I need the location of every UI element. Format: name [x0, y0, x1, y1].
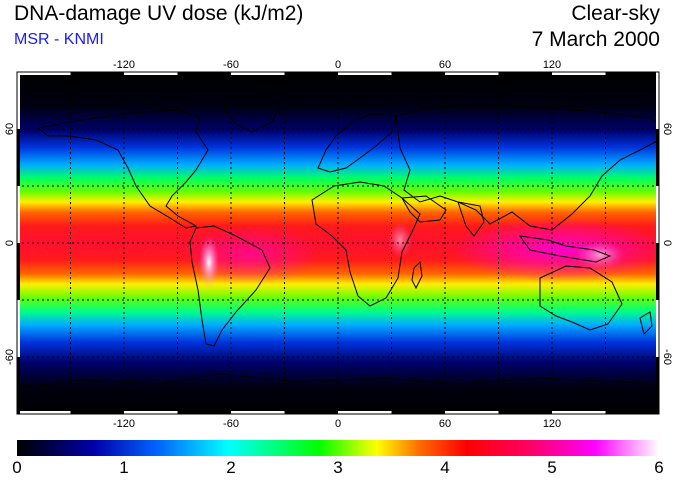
lon-label-bottom-3: 60	[439, 418, 451, 430]
coastline-europe	[317, 113, 397, 173]
coastline-new-zealand	[639, 311, 653, 335]
frame-tick-right	[656, 243, 659, 300]
frame-tick-top	[177, 72, 231, 75]
frame-tick-right	[656, 186, 659, 243]
coastline-indonesia	[518, 235, 612, 263]
frame-tick-top	[605, 72, 659, 75]
lon-label-top-2: 0	[335, 59, 341, 71]
frame-tick-bottom	[70, 411, 124, 414]
frame-tick-bottom	[552, 411, 606, 414]
colorbar-tick-label: 4	[440, 458, 450, 477]
frame-tick-left	[17, 243, 20, 300]
frame-tick-bottom	[177, 411, 231, 414]
coastline-africa	[311, 181, 421, 307]
frame-tick-right	[656, 129, 659, 186]
frame-tick-left	[17, 186, 20, 243]
frame-tick-left	[17, 300, 20, 357]
frame-tick-left	[17, 72, 20, 129]
coastline-arabia	[401, 195, 447, 223]
map-title: DNA-damage UV dose (kJ/m2)	[14, 2, 304, 25]
frame-tick-right	[656, 300, 659, 357]
lat-label-right-1: 0	[661, 240, 673, 246]
coastline-antarctica	[17, 373, 659, 389]
frame-tick-bottom	[498, 411, 552, 414]
sky-condition-label: Clear-sky	[571, 2, 660, 25]
frame-tick-top	[338, 72, 392, 75]
graticule	[17, 72, 659, 414]
frame-ticks	[17, 72, 659, 414]
frame-tick-left	[17, 129, 20, 186]
lat-label-left-2: -60	[4, 349, 16, 365]
colorbar-tick-label: 1	[119, 458, 129, 477]
frame-tick-top	[17, 72, 71, 75]
colorbar-tick-label: 3	[333, 458, 343, 477]
lon-label-top-3: 60	[439, 59, 451, 71]
axis-labels: -120 -120 -60 -60 0 0 60 60 120 120 60 60 0 0 -60 -60	[4, 59, 673, 430]
colorbar-tick-label: 5	[547, 458, 557, 477]
frame-tick-right	[656, 72, 659, 129]
coastline-south-america	[189, 225, 271, 347]
frame-tick-top	[70, 72, 124, 75]
coastline-asia	[395, 103, 659, 231]
coastline-australia	[539, 265, 623, 331]
frame-tick-top	[124, 72, 178, 75]
colorbar-tick-label: 2	[226, 458, 236, 477]
frame-tick-bottom	[231, 411, 285, 414]
frame-tick-top	[231, 72, 285, 75]
coastline-north-america	[36, 109, 209, 229]
frame-tick-top	[445, 72, 499, 75]
frame-tick-bottom	[391, 411, 445, 414]
lon-label-top-4: 120	[543, 59, 561, 71]
frame-tick-top	[498, 72, 552, 75]
frame-tick-top	[391, 72, 445, 75]
lat-label-left-1: 0	[4, 240, 16, 246]
frame-tick-top	[284, 72, 338, 75]
frame-tick-bottom	[338, 411, 392, 414]
lon-label-bottom-4: 120	[543, 418, 561, 430]
lat-label-right-0: 60	[661, 123, 673, 135]
lon-label-bottom-1: -60	[223, 418, 239, 430]
colorbar-tick-label: 6	[654, 458, 664, 477]
coastline-madagascar	[411, 260, 423, 290]
uv-field-highlights	[180, 218, 659, 288]
frame-tick-right	[656, 357, 659, 414]
colorbar-tick-label: 0	[12, 458, 22, 477]
map-frame	[16, 71, 660, 415]
lon-label-bottom-2: 0	[335, 418, 341, 430]
frame-tick-bottom	[124, 411, 178, 414]
lon-label-top-1: -60	[223, 59, 239, 71]
lon-label-top-0: -120	[113, 59, 135, 71]
lat-label-right-2: -60	[661, 349, 673, 365]
frame-tick-left	[17, 357, 20, 414]
frame-tick-top	[552, 72, 606, 75]
lat-label-left-0: 60	[4, 123, 16, 135]
coastline-greenland	[223, 93, 281, 133]
date-label: 7 March 2000	[531, 28, 660, 51]
frame-tick-bottom	[17, 411, 71, 414]
frame-tick-bottom	[445, 411, 499, 414]
lon-label-bottom-0: -120	[113, 418, 135, 430]
coastlines	[17, 93, 659, 389]
frame-tick-bottom	[284, 411, 338, 414]
source-label: MSR - KNMI	[14, 31, 104, 48]
coastline-india	[457, 201, 485, 237]
colorbar	[17, 440, 659, 456]
frame-tick-bottom	[605, 411, 659, 414]
